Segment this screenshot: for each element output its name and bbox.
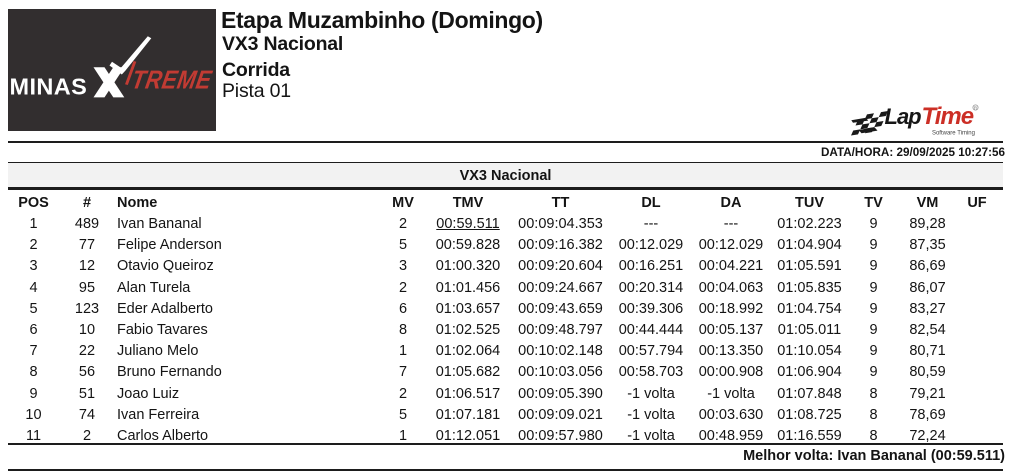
svg-text:Lap: Lap: [885, 104, 922, 129]
svg-text:Software Timing: Software Timing: [932, 131, 975, 137]
svg-text:TREME: TREME: [129, 66, 214, 95]
svg-text:Time: Time: [922, 103, 974, 130]
svg-text:MINAS: MINAS: [10, 74, 88, 100]
svg-text:R: R: [974, 105, 978, 110]
